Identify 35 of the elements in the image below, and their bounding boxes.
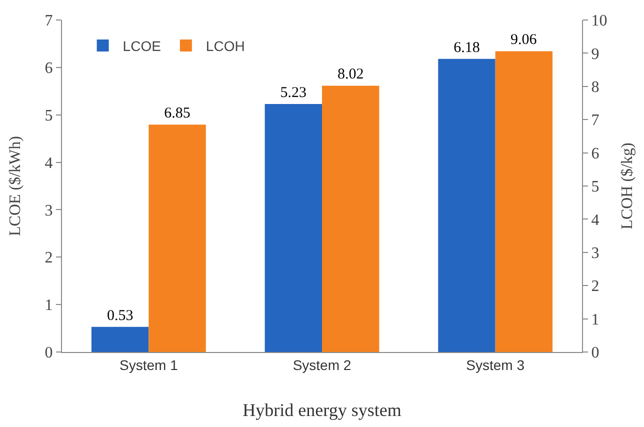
y-tick-label: 1 xyxy=(44,297,53,314)
y-axis-title: LCOE ($/kWh) xyxy=(7,136,24,236)
y-tick-label: 6 xyxy=(44,60,53,78)
bar xyxy=(91,326,149,352)
y-tick-label: 2 xyxy=(44,250,53,267)
y-tick-label: 0 xyxy=(44,344,53,362)
bar xyxy=(148,124,206,352)
y-tick-label: 5 xyxy=(44,107,53,124)
data-label: 8.02 xyxy=(337,66,364,83)
y-tick-label: 3 xyxy=(44,202,53,220)
y2-tick-label: 10 xyxy=(591,12,608,30)
y2-tick-label: 6 xyxy=(591,145,600,162)
y2-tick-label: 0 xyxy=(591,344,600,362)
data-label: 6.85 xyxy=(164,106,190,122)
data-label: 5.23 xyxy=(280,84,307,101)
y2-tick-label: 3 xyxy=(591,245,600,262)
y2-tick-label: 8 xyxy=(591,79,600,96)
y-tick-label: 4 xyxy=(44,154,53,172)
y2-tick-label: 9 xyxy=(591,46,600,63)
x-tick-label: System 3 xyxy=(466,356,525,373)
y2-axis-title: LCOH ($/kg) xyxy=(619,142,636,230)
legend-label: LCOH xyxy=(206,38,245,54)
x-axis-title: Hybrid energy system xyxy=(242,400,402,420)
x-tick-label: System 2 xyxy=(292,356,352,373)
y2-tick-label: 5 xyxy=(591,178,600,196)
y-tick-label: 7 xyxy=(44,12,53,30)
data-label: 6.18 xyxy=(454,40,480,56)
y2-tick-label: 4 xyxy=(591,212,600,229)
legend-label: LCOE xyxy=(122,38,161,54)
y2-tick-label: 2 xyxy=(591,278,600,296)
x-tick-label: System 1 xyxy=(119,356,178,373)
y2-tick-label: 7 xyxy=(591,112,600,130)
y2-tick-label: 1 xyxy=(591,311,600,328)
data-label: 9.06 xyxy=(510,32,538,48)
data-label: 0.53 xyxy=(106,308,134,324)
